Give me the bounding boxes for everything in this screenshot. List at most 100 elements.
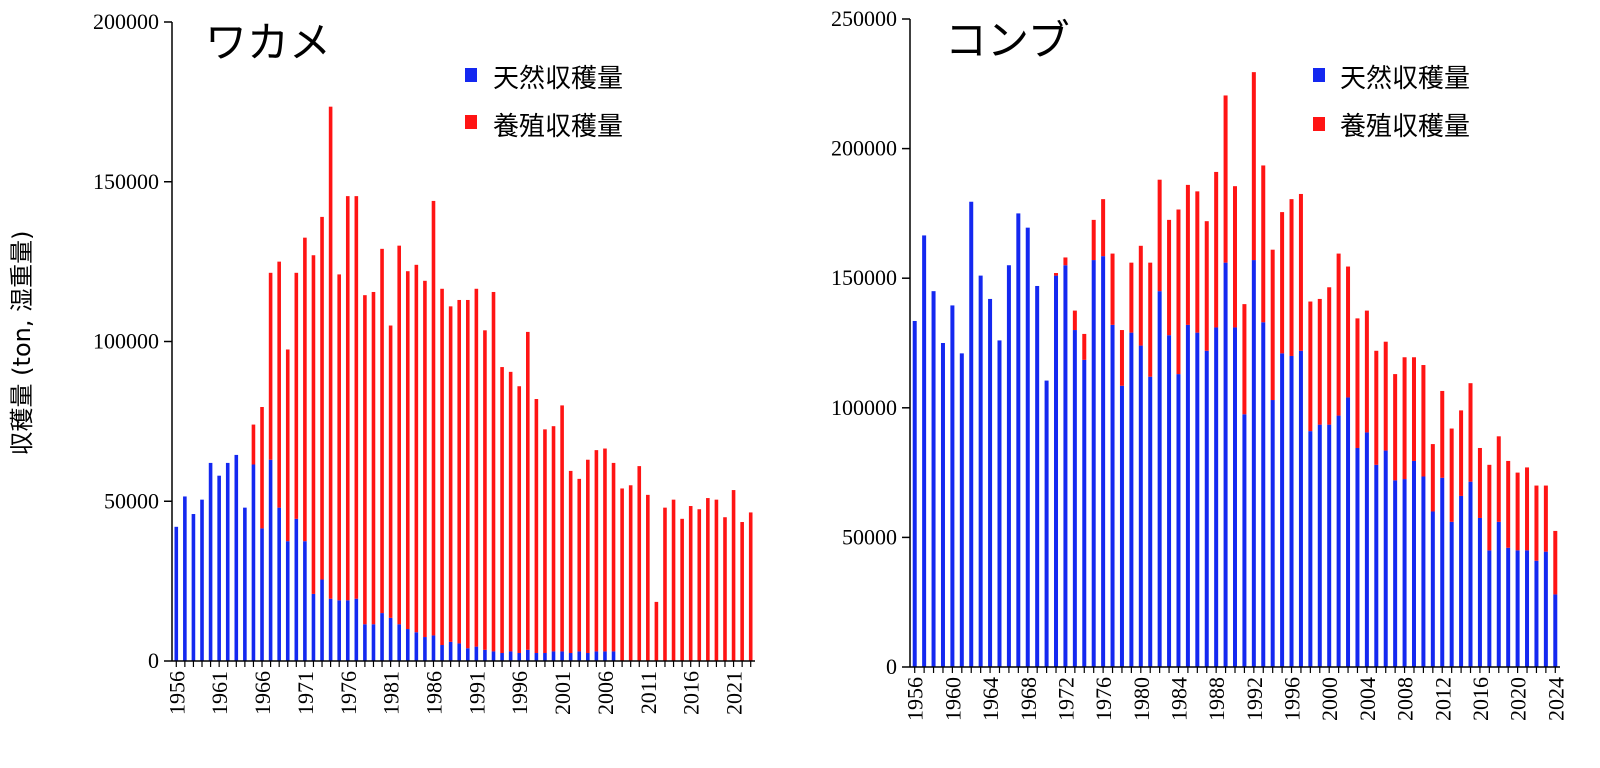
konbu-bar-natural-2003 bbox=[1355, 447, 1360, 667]
konbu-bar-natural-2002 bbox=[1346, 397, 1351, 667]
konbu-xtick-label: 2024 bbox=[1543, 677, 1568, 721]
konbu-xtick-label: 2016 bbox=[1468, 677, 1493, 721]
wakame-bar-cultured-1995 bbox=[508, 371, 513, 652]
wakame-bar-cultured-2012 bbox=[654, 601, 659, 661]
konbu-bar-natural-1969 bbox=[1035, 285, 1040, 667]
konbu-bar-cultured-1993 bbox=[1261, 165, 1266, 323]
konbu-bar-natural-2007 bbox=[1393, 480, 1398, 667]
konbu-xtick-label: 1984 bbox=[1166, 677, 1191, 721]
konbu-xtick-label: 2012 bbox=[1430, 677, 1455, 721]
konbu-bar-cultured-1977 bbox=[1110, 253, 1115, 325]
wakame-bar-natural-1974 bbox=[328, 598, 333, 661]
konbu-bar-natural-1992 bbox=[1251, 260, 1256, 667]
konbu-bar-cultured-2013 bbox=[1449, 428, 1454, 522]
konbu-bar-cultured-2015 bbox=[1468, 383, 1473, 482]
konbu-bar-natural-2008 bbox=[1402, 479, 1407, 667]
konbu-bar-natural-1984 bbox=[1176, 374, 1181, 667]
konbu-bar-natural-1986 bbox=[1195, 332, 1200, 667]
konbu-bar-natural-1968 bbox=[1025, 227, 1030, 667]
wakame-bar-natural-2004 bbox=[586, 653, 590, 661]
konbu-ytick-label: 50000 bbox=[842, 524, 897, 549]
wakame-bar-natural-1999 bbox=[543, 653, 547, 661]
wakame-bar-cultured-1988 bbox=[448, 306, 453, 642]
konbu-xtick-label: 1996 bbox=[1280, 677, 1305, 721]
wakame-bar-natural-1977 bbox=[354, 598, 359, 661]
wakame-bar-natural-1975 bbox=[337, 600, 341, 661]
wakame-ytick-label: 100000 bbox=[93, 329, 159, 354]
konbu-bar-cultured-1997 bbox=[1298, 193, 1303, 351]
konbu-bar-natural-1970 bbox=[1044, 380, 1049, 667]
wakame-bar-cultured-2007 bbox=[611, 462, 616, 652]
wakame-bar-natural-1990 bbox=[465, 648, 470, 661]
wakame-bar-natural-1963 bbox=[234, 454, 239, 661]
wakame-legend-cultured-swatch bbox=[465, 115, 477, 129]
wakame-bar-natural-1978 bbox=[363, 624, 367, 661]
wakame-legend-natural-swatch bbox=[465, 68, 477, 82]
wakame-bar-natural-1962 bbox=[225, 462, 230, 661]
wakame-bar-cultured-1979 bbox=[371, 291, 376, 625]
konbu-bar-natural-1993 bbox=[1261, 322, 1266, 667]
wakame-bar-natural-1993 bbox=[491, 651, 496, 661]
wakame-bar-natural-1967 bbox=[268, 459, 273, 661]
wakame-bar-natural-1968 bbox=[277, 507, 281, 661]
konbu-bar-natural-1998 bbox=[1308, 431, 1313, 667]
wakame-bar-natural-1979 bbox=[371, 624, 376, 661]
konbu-bar-natural-1965 bbox=[997, 340, 1002, 667]
konbu-bar-natural-1966 bbox=[1006, 265, 1011, 667]
wakame-bar-cultured-2023 bbox=[748, 512, 753, 661]
konbu-bar-natural-2014 bbox=[1459, 495, 1464, 667]
wakame-bar-cultured-1968 bbox=[277, 261, 281, 508]
wakame-xtick-label: 1981 bbox=[379, 671, 404, 715]
konbu-bar-cultured-2009 bbox=[1411, 357, 1416, 461]
wakame-bar-natural-1995 bbox=[508, 651, 513, 661]
wakame-xtick-label: 1971 bbox=[293, 671, 318, 715]
konbu-bar-natural-1962 bbox=[969, 201, 974, 668]
konbu-xtick-label: 1968 bbox=[1016, 677, 1041, 721]
konbu-bar-natural-2013 bbox=[1449, 521, 1454, 667]
wakame-bar-natural-2003 bbox=[577, 651, 582, 661]
konbu-xtick-label: 2000 bbox=[1317, 677, 1342, 721]
konbu-bar-natural-2021 bbox=[1525, 550, 1530, 667]
wakame-bar-cultured-1976 bbox=[345, 196, 350, 601]
konbu-bar-cultured-2019 bbox=[1506, 460, 1511, 548]
konbu-bar-cultured-2022 bbox=[1534, 485, 1539, 561]
konbu-xtick-label: 1988 bbox=[1204, 677, 1229, 721]
wakame-bar-cultured-2013 bbox=[663, 507, 667, 661]
konbu-ytick-label: 150000 bbox=[831, 265, 897, 290]
konbu-bar-natural-2024 bbox=[1553, 594, 1558, 667]
wakame-bar-cultured-1983 bbox=[405, 271, 410, 630]
konbu-bar-natural-2006 bbox=[1383, 450, 1388, 667]
wakame-bar-natural-1964 bbox=[243, 507, 247, 661]
wakame-xtick-label: 1966 bbox=[250, 671, 275, 715]
wakame-bar-cultured-1970 bbox=[294, 272, 299, 519]
wakame-bar-natural-1986 bbox=[431, 635, 436, 661]
konbu-bar-natural-1976 bbox=[1101, 256, 1106, 667]
konbu-bar-natural-1990 bbox=[1233, 327, 1237, 667]
wakame-bar-natural-1996 bbox=[517, 653, 522, 661]
konbu-bar-cultured-1982 bbox=[1157, 179, 1162, 292]
konbu-bar-cultured-1974 bbox=[1082, 333, 1087, 360]
wakame-legend-cultured-label: 養殖収穫量 bbox=[493, 112, 623, 142]
wakame-bar-cultured-2019 bbox=[714, 499, 719, 661]
wakame-bar-cultured-1990 bbox=[465, 299, 470, 649]
konbu-bar-natural-1979 bbox=[1129, 332, 1134, 667]
konbu-bar-cultured-1975 bbox=[1091, 219, 1096, 261]
konbu-xtick-label: 1992 bbox=[1242, 677, 1267, 721]
konbu-bar-cultured-2020 bbox=[1515, 472, 1520, 551]
konbu-bar-cultured-1990 bbox=[1233, 186, 1237, 328]
wakame-bar-natural-1991 bbox=[474, 646, 479, 661]
wakame-bar-cultured-2017 bbox=[697, 509, 702, 661]
konbu-xtick-label: 1972 bbox=[1053, 677, 1078, 721]
wakame-bar-cultured-1966 bbox=[260, 407, 264, 529]
wakame-bar-cultured-1991 bbox=[474, 288, 479, 647]
wakame-legend: 天然収穫量 養殖収穫量 bbox=[465, 64, 623, 142]
konbu-bar-cultured-1972 bbox=[1063, 257, 1068, 266]
konbu-ytick-label: 100000 bbox=[831, 395, 897, 420]
konbu-bar-cultured-1986 bbox=[1195, 191, 1200, 333]
wakame-ytick-label: 200000 bbox=[93, 9, 159, 34]
konbu-bar-natural-1978 bbox=[1119, 385, 1124, 667]
konbu-bar-natural-1974 bbox=[1082, 359, 1087, 667]
wakame-bar-cultured-2015 bbox=[680, 518, 684, 661]
wakame-bars bbox=[174, 106, 753, 661]
